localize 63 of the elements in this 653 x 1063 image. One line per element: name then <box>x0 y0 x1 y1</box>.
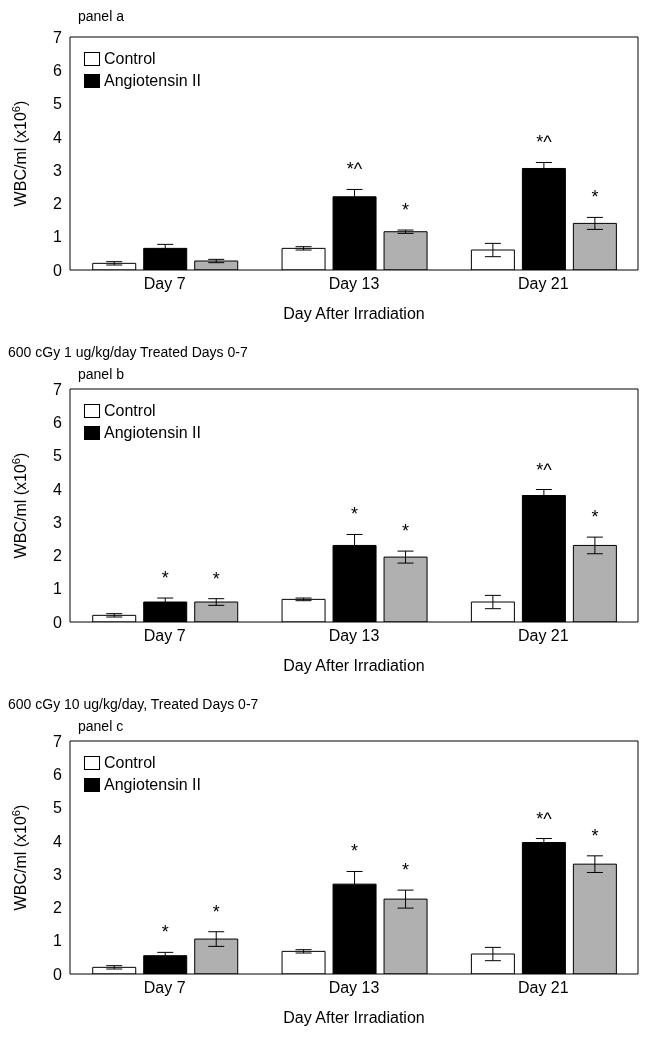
x-tick-label: Day 13 <box>328 627 380 645</box>
data-label: *^ <box>536 132 553 153</box>
x-tick-label: Day 21 <box>517 275 569 293</box>
y-tick-label: 3 <box>53 161 63 179</box>
legend-label: Control <box>104 49 156 69</box>
y-tick-label: 5 <box>53 799 63 817</box>
y-tick-label: 0 <box>53 613 63 631</box>
legend-label: Control <box>104 753 156 773</box>
y-tick-label: 3 <box>53 513 63 531</box>
chart-title: panel a <box>78 8 125 24</box>
chart-subtitle: panel b <box>78 366 125 382</box>
chart-title: 600 cGy 1 ug/kg/day Treated Days 0-7 <box>8 344 249 360</box>
data-label: * <box>212 568 220 589</box>
data-label: *^ <box>346 159 363 180</box>
y-tick-label: 3 <box>53 865 63 883</box>
y-tick-label: 1 <box>53 580 63 598</box>
y-tick-label: 5 <box>53 95 63 113</box>
data-label: * <box>212 901 220 922</box>
x-axis-title: Day After Irradiation <box>283 657 425 675</box>
y-tick-label: 6 <box>53 765 63 783</box>
x-tick-label: Day 7 <box>143 627 186 645</box>
legend-label: Angiotensin II <box>104 423 201 443</box>
y-tick-label: 6 <box>53 413 63 431</box>
x-axis-title: Day After Irradiation <box>283 305 425 323</box>
data-label: * <box>591 825 599 846</box>
y-tick-label: 7 <box>53 380 63 398</box>
x-tick-label: Day 13 <box>328 275 380 293</box>
chart-title: 600 cGy 10 ug/kg/day, Treated Days 0-7 <box>8 696 260 712</box>
data-label: * <box>402 860 410 881</box>
y-tick-label: 2 <box>53 195 63 213</box>
y-tick-label: 4 <box>53 480 63 498</box>
y-tick-label: 2 <box>53 899 63 917</box>
y-tick-label: 4 <box>53 832 63 850</box>
data-label: * <box>402 521 410 542</box>
data-label: * <box>402 200 410 221</box>
y-tick-label: 4 <box>53 128 63 146</box>
data-label: * <box>351 841 359 862</box>
x-axis-title: Day After Irradiation <box>283 1009 425 1027</box>
x-tick-label: Day 13 <box>328 979 380 997</box>
x-tick-label: Day 21 <box>517 979 569 997</box>
y-tick-label: 1 <box>53 228 63 246</box>
data-label: * <box>161 568 169 589</box>
data-label: * <box>351 504 359 525</box>
legend-label: Control <box>104 401 156 421</box>
data-label: * <box>591 187 599 208</box>
chart-subtitle: panel c <box>78 718 125 734</box>
x-tick-label: Day 7 <box>143 979 186 997</box>
y-tick-label: 5 <box>53 447 63 465</box>
y-tick-label: 1 <box>53 932 63 950</box>
legend-label: Angiotensin II <box>104 775 201 795</box>
y-tick-label: 2 <box>53 547 63 565</box>
y-tick-label: 7 <box>53 28 63 46</box>
legend-label: Angiotensin II <box>104 71 201 91</box>
y-tick-label: 7 <box>53 732 63 750</box>
x-tick-label: Day 21 <box>517 627 569 645</box>
x-tick-label: Day 7 <box>143 275 186 293</box>
y-tick-label: 6 <box>53 61 63 79</box>
y-tick-label: 0 <box>53 965 63 983</box>
data-label: * <box>161 922 169 943</box>
data-label: *^ <box>536 808 553 829</box>
y-tick-label: 0 <box>53 261 63 279</box>
data-label: * <box>591 507 599 528</box>
data-label: *^ <box>536 459 553 480</box>
